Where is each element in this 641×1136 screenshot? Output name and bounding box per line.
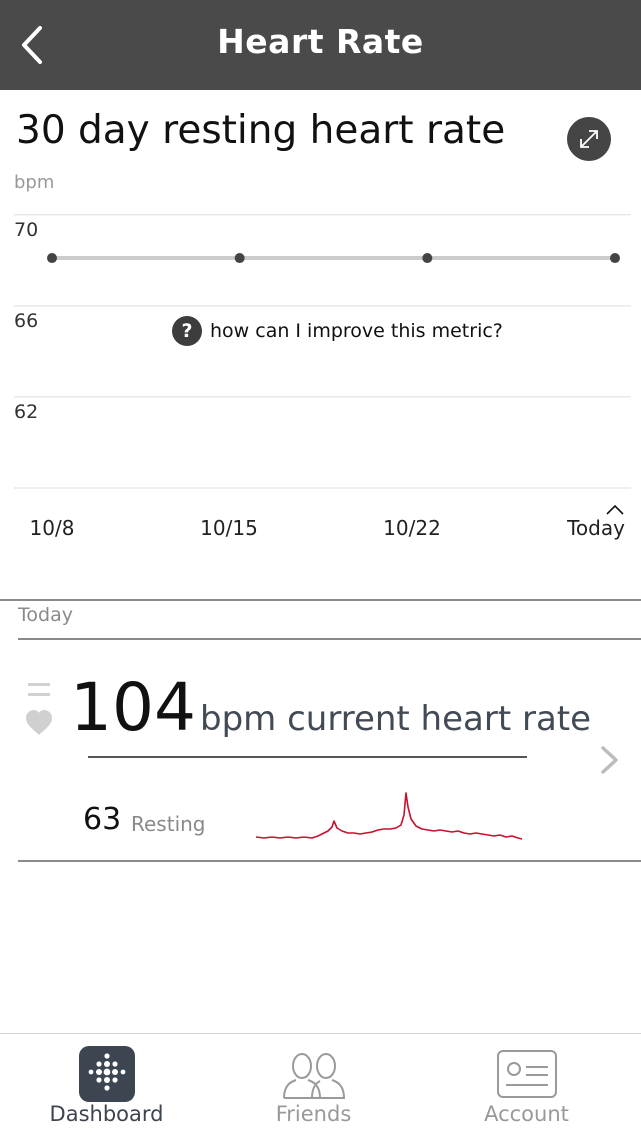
fitbit-logo-icon <box>78 1046 135 1102</box>
today-divider <box>18 638 641 640</box>
heart-icon <box>26 683 52 735</box>
y-tick-label: 70 <box>14 219 38 241</box>
card-bottom-divider <box>18 860 641 862</box>
header-bar: Heart Rate <box>0 0 641 90</box>
tab-account[interactable]: Account <box>420 1034 633 1136</box>
help-text: how can I improve this metric? <box>210 320 503 342</box>
value-underline <box>88 756 527 758</box>
resting-heart-rate-chart: bpm 70 66 62 10/8 10/15 10/22 Today <box>14 172 631 540</box>
tab-dashboard[interactable]: Dashboard <box>0 1034 213 1136</box>
y-tick-label: 66 <box>14 310 38 332</box>
chevron-left-icon <box>22 26 42 64</box>
chart-title: 30 day resting heart rate <box>16 108 506 153</box>
tab-dashboard-label: Dashboard <box>49 1102 164 1126</box>
chevron-up-icon <box>606 504 624 515</box>
section-divider <box>0 599 641 601</box>
x-tick-label: 10/22 <box>383 516 441 540</box>
tab-friends[interactable]: Friends <box>207 1034 420 1136</box>
expand-icon <box>580 130 598 148</box>
back-button[interactable] <box>14 22 54 68</box>
expand-button[interactable] <box>567 117 611 161</box>
account-card-icon <box>496 1050 557 1098</box>
x-tick-label: Today <box>566 516 625 540</box>
friends-icon <box>282 1053 345 1099</box>
y-tick-label: 62 <box>14 401 38 423</box>
y-axis-label: bpm <box>14 172 54 193</box>
x-tick-label: 10/8 <box>30 516 75 540</box>
today-label: Today <box>18 604 73 626</box>
tab-friends-label: Friends <box>275 1102 352 1126</box>
page-title: Heart Rate <box>217 22 424 61</box>
resting-heart-rate-label: Resting <box>131 812 206 836</box>
current-heart-rate-label: bpm current heart rate <box>200 699 592 739</box>
data-point <box>234 253 245 264</box>
tab-account-label: Account <box>484 1102 569 1126</box>
data-point <box>422 253 433 264</box>
help-link[interactable]: ? how can I improve this metric? <box>172 316 503 346</box>
resting-heart-rate-value: 63 <box>83 802 122 837</box>
data-point <box>47 253 57 264</box>
chevron-right-icon[interactable] <box>598 744 622 776</box>
question-icon: ? <box>172 316 202 346</box>
heart-rate-sparkline <box>256 792 523 840</box>
current-heart-rate-value: 104 <box>70 669 196 746</box>
tab-bar: Dashboard Friends Account <box>0 1033 641 1136</box>
data-point <box>610 253 620 264</box>
x-tick-label: 10/15 <box>200 516 258 540</box>
